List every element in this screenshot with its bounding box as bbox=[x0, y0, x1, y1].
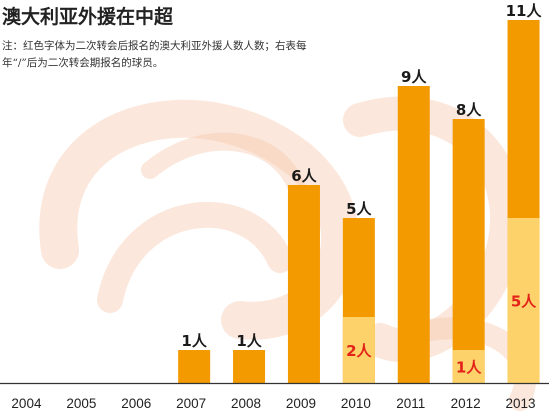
data-label-total-2013: 11人 bbox=[506, 2, 543, 20]
x-tick-label-2009: 2009 bbox=[286, 396, 316, 411]
data-label-total-2007: 1人 bbox=[181, 332, 207, 350]
data-label-second-2010: 2人 bbox=[346, 342, 372, 360]
x-tick-label-2007: 2007 bbox=[176, 396, 206, 411]
x-tick-label-2008: 2008 bbox=[231, 396, 261, 411]
bar-second-2013 bbox=[507, 218, 540, 383]
bar-total-2011 bbox=[397, 86, 430, 383]
x-tick-labels: 2004 2005 2006 2007 2008 2009 2010 2011 2012 2013 bbox=[11, 396, 535, 411]
chart-note: 注：红色字体为二次转会后报名的澳大利亚外援人数人数；右表每年“/”后为二次转会期… bbox=[2, 40, 307, 69]
x-tick-label-2004: 2004 bbox=[11, 396, 42, 411]
chart-title: 澳大利亚外援在中超 bbox=[2, 6, 174, 28]
x-tick-label-2005: 2005 bbox=[66, 396, 96, 411]
data-label-total-2012: 8人 bbox=[456, 101, 482, 119]
bar-second-2010 bbox=[342, 317, 375, 383]
data-label-total-2011: 9人 bbox=[401, 68, 427, 86]
data-label-total-2008: 1人 bbox=[236, 332, 262, 350]
x-tick-label-2013: 2013 bbox=[506, 396, 536, 411]
x-tick-label-2012: 2012 bbox=[451, 396, 481, 411]
bar-total-2009 bbox=[287, 185, 320, 383]
data-label-total-2009: 6人 bbox=[291, 167, 317, 185]
data-label-second-2012: 1人 bbox=[456, 359, 482, 377]
x-tick-label-2011: 2011 bbox=[396, 396, 425, 411]
swirl-decoration-3 bbox=[141, 132, 309, 209]
bar-second-2012 bbox=[452, 350, 485, 383]
data-label-total-2010: 5人 bbox=[346, 200, 372, 218]
swirl-decoration-1 bbox=[97, 201, 293, 313]
bars-layer: 1人 1人 6人 5人 2人 9人 8人 1人 11人 5人 bbox=[178, 2, 542, 383]
data-label-second-2013: 5人 bbox=[511, 293, 537, 311]
bar-total-2008 bbox=[233, 350, 266, 383]
bar-total-2012 bbox=[452, 119, 485, 383]
x-tick-label-2010: 2010 bbox=[341, 396, 371, 411]
x-tick-label-2006: 2006 bbox=[121, 396, 151, 411]
bar-total-2007 bbox=[178, 350, 211, 383]
swirl-decoration-2 bbox=[343, 96, 524, 363]
